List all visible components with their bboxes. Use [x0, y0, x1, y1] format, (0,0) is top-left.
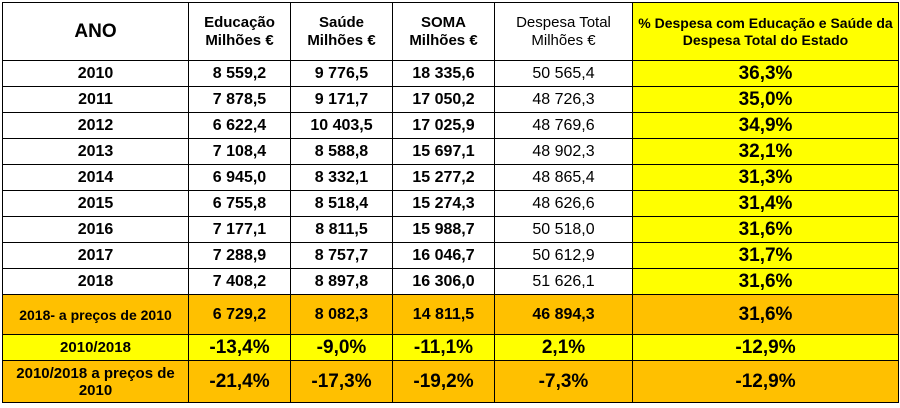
cell-soma: 17 050,2	[392, 86, 495, 113]
cell-saude: 8 811,5	[290, 216, 393, 243]
cell-soma: 16 046,7	[392, 242, 495, 269]
header-educacao: Educação Milhões €	[188, 2, 291, 61]
cell-educacao: 7 408,2	[188, 268, 291, 295]
cell-ano: 2012	[2, 112, 189, 139]
cell-educacao: 7 177,1	[188, 216, 291, 243]
table-row: 2014 6 945,0 8 332,1 15 277,2 48 865,4 3…	[2, 164, 899, 191]
cell-pct: 32,1%	[632, 138, 899, 165]
cell-total: 46 894,3	[494, 294, 633, 335]
cell-ano: 2014	[2, 164, 189, 191]
cell-ano: 2016	[2, 216, 189, 243]
cell-saude: 8 082,3	[290, 294, 393, 335]
table-row: 2015 6 755,8 8 518,4 15 274,3 48 626,6 3…	[2, 190, 899, 217]
cell-educacao: 6 755,8	[188, 190, 291, 217]
cell-soma: 16 306,0	[392, 268, 495, 295]
cell-pct: 31,7%	[632, 242, 899, 269]
cell-saude: -9,0%	[290, 334, 393, 361]
cell-ano: 2011	[2, 86, 189, 113]
cell-ano: 2015	[2, 190, 189, 217]
cell-pct: -12,9%	[632, 334, 899, 361]
header-soma: SOMA Milhões €	[392, 2, 495, 61]
cell-ano: 2018- a preços de 2010	[2, 294, 189, 335]
cell-soma: 15 277,2	[392, 164, 495, 191]
cell-ano: 2010/2018 a preços de 2010	[2, 360, 189, 403]
cell-saude: 8 332,1	[290, 164, 393, 191]
cell-soma: -11,1%	[392, 334, 495, 361]
cell-total: -7,3%	[494, 360, 633, 403]
cell-saude: 8 897,8	[290, 268, 393, 295]
row-2018-precos-2010: 2018- a preços de 2010 6 729,2 8 082,3 1…	[2, 294, 899, 335]
cell-pct: 31,6%	[632, 294, 899, 335]
cell-educacao: -21,4%	[188, 360, 291, 403]
table-row: 2016 7 177,1 8 811,5 15 988,7 50 518,0 3…	[2, 216, 899, 243]
cell-pct: 31,6%	[632, 268, 899, 295]
cell-total: 48 726,3	[494, 86, 633, 113]
table-row: 2013 7 108,4 8 588,8 15 697,1 48 902,3 3…	[2, 138, 899, 165]
cell-saude: -17,3%	[290, 360, 393, 403]
cell-educacao: 7 288,9	[188, 242, 291, 269]
row-variation-precos-2010: 2010/2018 a preços de 2010 -21,4% -17,3%…	[2, 360, 899, 403]
cell-educacao: 6 729,2	[188, 294, 291, 335]
cell-pct: 31,4%	[632, 190, 899, 217]
cell-pct: 36,3%	[632, 60, 899, 87]
cell-soma: 14 811,5	[392, 294, 495, 335]
table-row: 2018 7 408,2 8 897,8 16 306,0 51 626,1 3…	[2, 268, 899, 295]
cell-pct: 31,3%	[632, 164, 899, 191]
cell-soma: 15 697,1	[392, 138, 495, 165]
cell-soma: 15 274,3	[392, 190, 495, 217]
cell-total: 48 626,6	[494, 190, 633, 217]
cell-total: 50 612,9	[494, 242, 633, 269]
header-saude: Saúde Milhões €	[290, 2, 393, 61]
header-despesa-total: Despesa Total Milhões €	[494, 2, 633, 61]
cell-total: 51 626,1	[494, 268, 633, 295]
cell-saude: 9 776,5	[290, 60, 393, 87]
cell-educacao: 6 622,4	[188, 112, 291, 139]
table-row: 2011 7 878,5 9 171,7 17 050,2 48 726,3 3…	[2, 86, 899, 113]
cell-soma: 17 025,9	[392, 112, 495, 139]
table-header-row: ANO Educação Milhões € Saúde Milhões € SOM…	[2, 2, 899, 61]
cell-pct: 31,6%	[632, 216, 899, 243]
cell-ano: 2018	[2, 268, 189, 295]
cell-ano: 2010	[2, 60, 189, 87]
cell-saude: 8 588,8	[290, 138, 393, 165]
cell-total: 2,1%	[494, 334, 633, 361]
cell-educacao: 6 945,0	[188, 164, 291, 191]
cell-ano: 2010/2018	[2, 334, 189, 361]
table-row: 2010 8 559,2 9 776,5 18 335,6 50 565,4 3…	[2, 60, 899, 87]
expense-table: ANO Educação Milhões € Saúde Milhões € SOM…	[2, 2, 899, 403]
cell-educacao: 8 559,2	[188, 60, 291, 87]
header-percent: % Despesa com Educação e Saúde da Despes…	[632, 2, 899, 61]
cell-pct: 35,0%	[632, 86, 899, 113]
table-row: 2012 6 622,4 10 403,5 17 025,9 48 769,6 …	[2, 112, 899, 139]
cell-educacao: 7 108,4	[188, 138, 291, 165]
cell-ano: 2017	[2, 242, 189, 269]
cell-saude: 8 518,4	[290, 190, 393, 217]
cell-pct: 34,9%	[632, 112, 899, 139]
cell-total: 48 769,6	[494, 112, 633, 139]
cell-educacao: -13,4%	[188, 334, 291, 361]
cell-saude: 9 171,7	[290, 86, 393, 113]
table-row: 2017 7 288,9 8 757,7 16 046,7 50 612,9 3…	[2, 242, 899, 269]
cell-educacao: 7 878,5	[188, 86, 291, 113]
cell-total: 48 902,3	[494, 138, 633, 165]
cell-soma: 15 988,7	[392, 216, 495, 243]
cell-soma: -19,2%	[392, 360, 495, 403]
header-ano: ANO	[2, 2, 189, 61]
cell-saude: 10 403,5	[290, 112, 393, 139]
cell-total: 50 518,0	[494, 216, 633, 243]
cell-saude: 8 757,7	[290, 242, 393, 269]
cell-soma: 18 335,6	[392, 60, 495, 87]
cell-total: 48 865,4	[494, 164, 633, 191]
cell-ano: 2013	[2, 138, 189, 165]
row-variation: 2010/2018 -13,4% -9,0% -11,1% 2,1% -12,9…	[2, 334, 899, 361]
cell-pct: -12,9%	[632, 360, 899, 403]
cell-total: 50 565,4	[494, 60, 633, 87]
